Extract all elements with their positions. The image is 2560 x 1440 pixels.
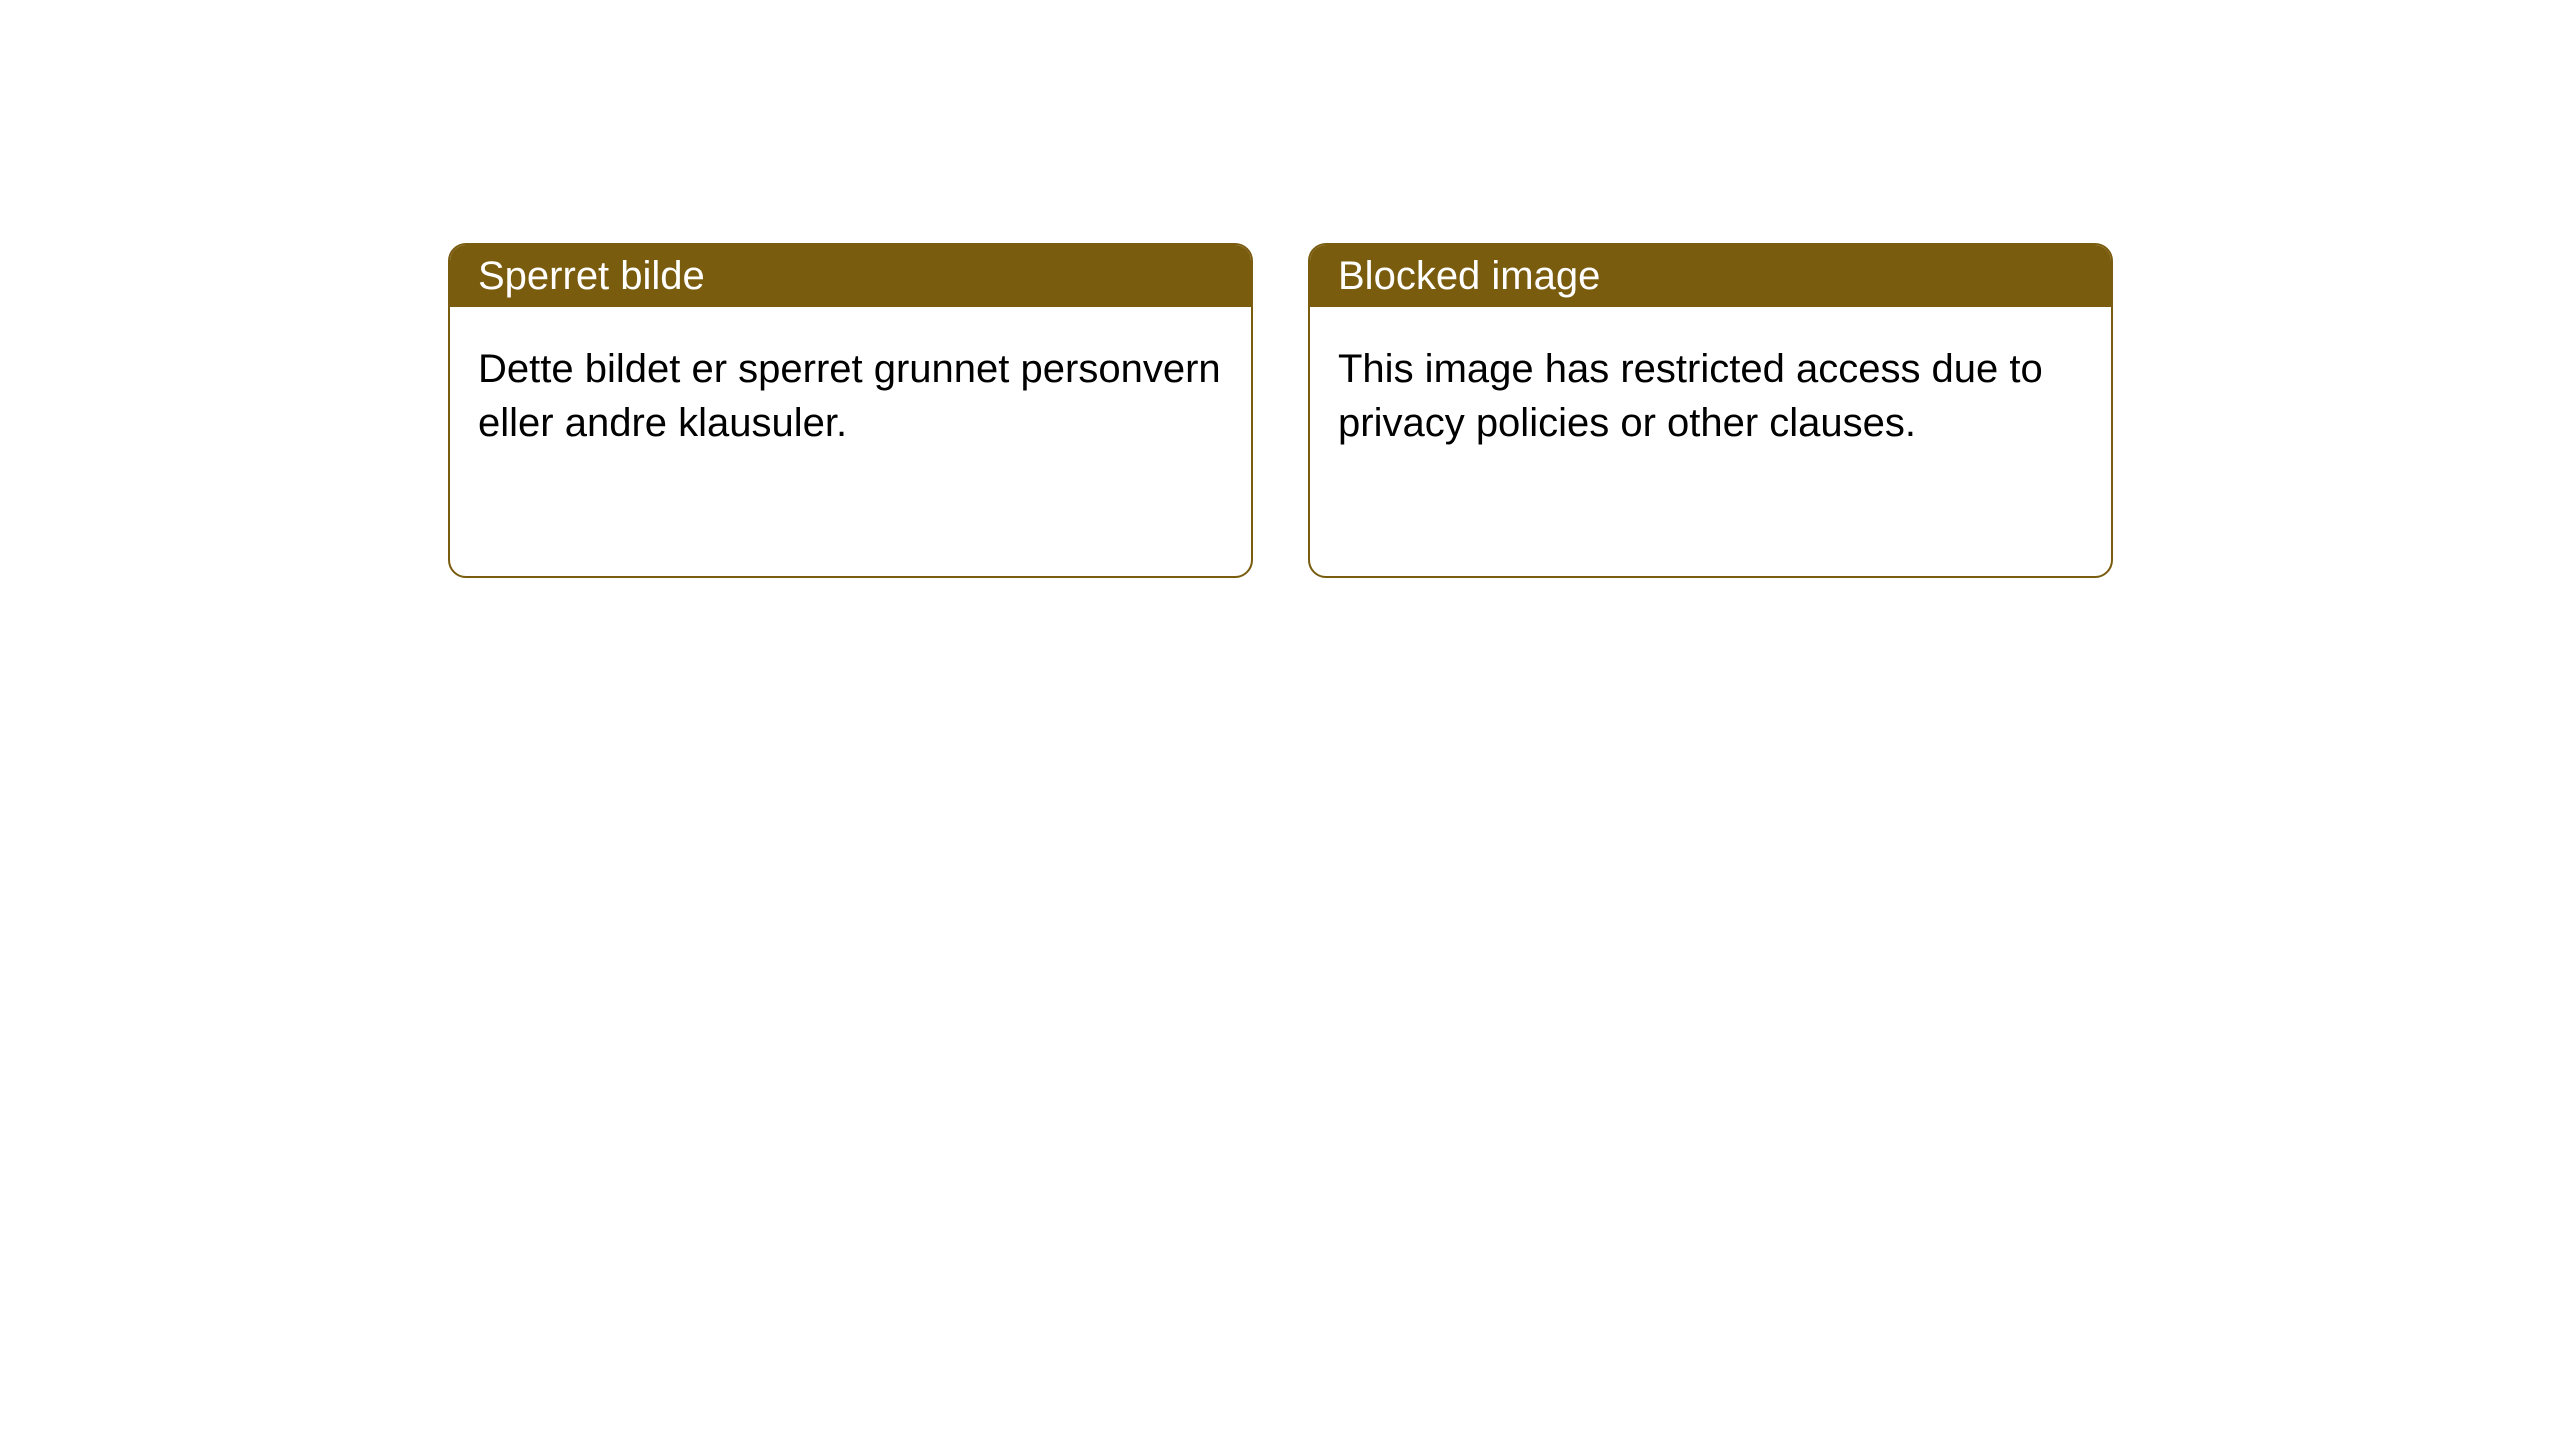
notice-container: Sperret bilde Dette bildet er sperret gr… <box>448 243 2113 578</box>
notice-body: Dette bildet er sperret grunnet personve… <box>450 307 1251 485</box>
notice-header: Sperret bilde <box>450 245 1251 307</box>
notice-body-text: This image has restricted access due to … <box>1338 347 2043 445</box>
notice-card-english: Blocked image This image has restricted … <box>1308 243 2113 578</box>
notice-card-norwegian: Sperret bilde Dette bildet er sperret gr… <box>448 243 1253 578</box>
notice-body-text: Dette bildet er sperret grunnet personve… <box>478 347 1221 445</box>
notice-title: Blocked image <box>1338 254 1600 299</box>
notice-header: Blocked image <box>1310 245 2111 307</box>
notice-body: This image has restricted access due to … <box>1310 307 2111 485</box>
notice-title: Sperret bilde <box>478 254 705 299</box>
